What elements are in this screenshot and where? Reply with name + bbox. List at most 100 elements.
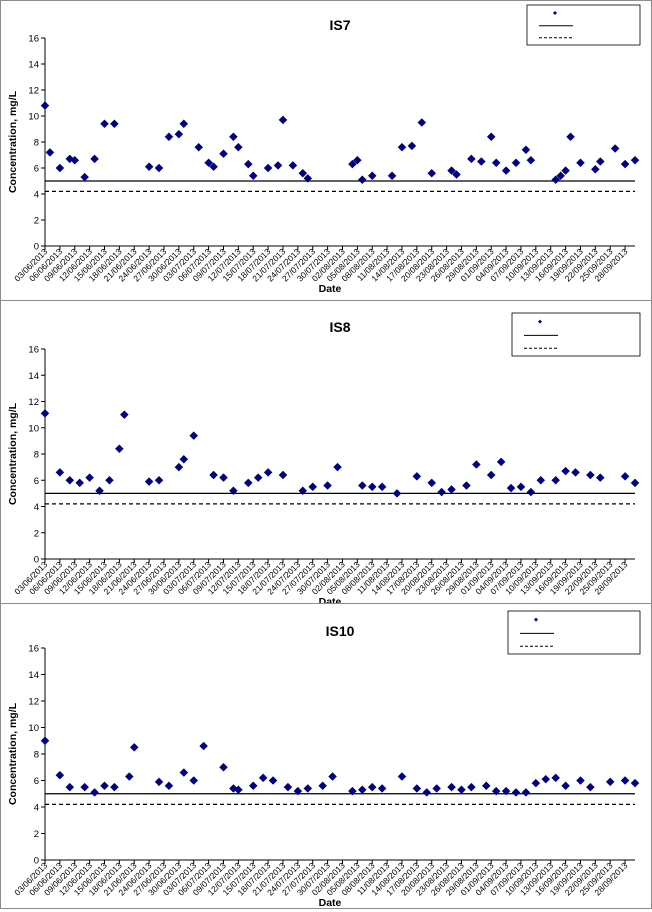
- data-point: [397, 772, 407, 781]
- data-point: [229, 132, 238, 142]
- data-point: [144, 162, 154, 172]
- data-point: [357, 785, 367, 795]
- data-point: [521, 145, 531, 155]
- chart-title: IS8: [329, 319, 350, 335]
- data-point: [119, 410, 129, 419]
- data-point: [298, 168, 308, 178]
- data-point: [521, 788, 531, 797]
- data-point: [105, 475, 114, 485]
- data-point: [273, 161, 283, 170]
- data-point: [486, 470, 496, 480]
- data-point: [40, 101, 50, 110]
- data-point: [357, 481, 367, 490]
- data-point: [100, 781, 109, 791]
- y-tick-label: 4: [34, 190, 39, 201]
- data-point: [447, 485, 456, 494]
- data-point: [219, 149, 228, 159]
- data-point: [268, 776, 278, 785]
- data-point: [432, 784, 442, 793]
- data-point: [323, 481, 332, 490]
- data-point: [209, 162, 218, 172]
- data-point: [219, 762, 228, 772]
- data-point: [447, 166, 456, 175]
- chart-panel-is8: IS8 0 2 4 6 8 10 12 14 16 Concentration, mg/L 03/06…: [0, 301, 652, 608]
- data-point: [412, 471, 422, 481]
- data-point: [447, 782, 456, 792]
- data-point: [174, 462, 184, 472]
- data-point: [506, 483, 516, 493]
- y-tick-label: 8: [34, 450, 39, 461]
- legend-box: [507, 610, 641, 655]
- data-point: [189, 431, 199, 440]
- data-point: [124, 772, 134, 781]
- data-point: [630, 478, 640, 488]
- x-axis-label: Date: [319, 596, 342, 603]
- data-point: [95, 486, 104, 496]
- data-point: [164, 781, 174, 791]
- y-tick-label: 6: [34, 776, 39, 787]
- chart-panel-is7: IS7 0 2 4 6 8 10 12 14 16 Concentration, mg/L 03/06…: [0, 0, 652, 300]
- data-point: [501, 786, 511, 796]
- data-point: [571, 468, 580, 477]
- data-point: [263, 468, 273, 477]
- data-point: [471, 460, 481, 469]
- y-axis-label: Concentration, mg/L: [7, 402, 19, 505]
- data-point: [45, 148, 55, 157]
- data-point: [55, 468, 65, 477]
- data-point: [129, 743, 139, 752]
- y-tick-label: 0: [34, 555, 39, 566]
- data-point: [154, 475, 164, 485]
- data-point: [352, 155, 362, 165]
- x-axis-label: Date: [319, 897, 342, 907]
- data-point: [595, 473, 605, 482]
- data-point: [561, 166, 570, 175]
- data-point: [630, 155, 640, 165]
- data-point: [427, 168, 437, 178]
- data-point: [40, 408, 50, 418]
- data-point: [377, 784, 387, 793]
- data-point: [541, 774, 551, 784]
- y-axis-label: Concentration, mg/L: [7, 90, 19, 193]
- data-point: [318, 781, 328, 791]
- data-point: [154, 163, 164, 173]
- data-point: [248, 781, 258, 791]
- data-point: [407, 141, 417, 151]
- legend-marker-diamond: [553, 11, 557, 15]
- data-point: [243, 478, 253, 488]
- data-point: [496, 457, 506, 467]
- data-point: [70, 155, 80, 165]
- data-point: [595, 157, 605, 166]
- y-tick-label: 12: [28, 697, 39, 708]
- y-tick-label: 14: [28, 670, 39, 681]
- y-tick-label: 2: [34, 528, 39, 539]
- data-point: [590, 164, 600, 174]
- y-tick-label: 0: [34, 856, 39, 867]
- y-axis-label: Concentration, mg/L: [7, 702, 19, 805]
- data-point: [586, 782, 595, 792]
- y-tick-label: 6: [34, 164, 39, 175]
- data-point: [367, 482, 377, 492]
- y-tick-label: 2: [34, 216, 39, 227]
- chart-title: IS10: [326, 623, 355, 639]
- data-point: [333, 462, 342, 472]
- data-point: [328, 772, 337, 781]
- data-point: [55, 163, 65, 173]
- data-point: [348, 786, 357, 796]
- panel-divider: [0, 603, 652, 604]
- data-point: [283, 782, 293, 792]
- y-tick-label: 12: [28, 86, 39, 97]
- data-point: [367, 782, 377, 792]
- data-point: [452, 170, 461, 179]
- data-point: [412, 784, 422, 793]
- data-point: [90, 788, 99, 797]
- data-point: [303, 174, 313, 183]
- data-point: [298, 486, 308, 496]
- data-point: [620, 159, 630, 169]
- data-point: [576, 776, 585, 785]
- data-point: [551, 175, 561, 185]
- data-point: [229, 486, 238, 496]
- data-point: [367, 171, 377, 181]
- data-point: [40, 736, 50, 746]
